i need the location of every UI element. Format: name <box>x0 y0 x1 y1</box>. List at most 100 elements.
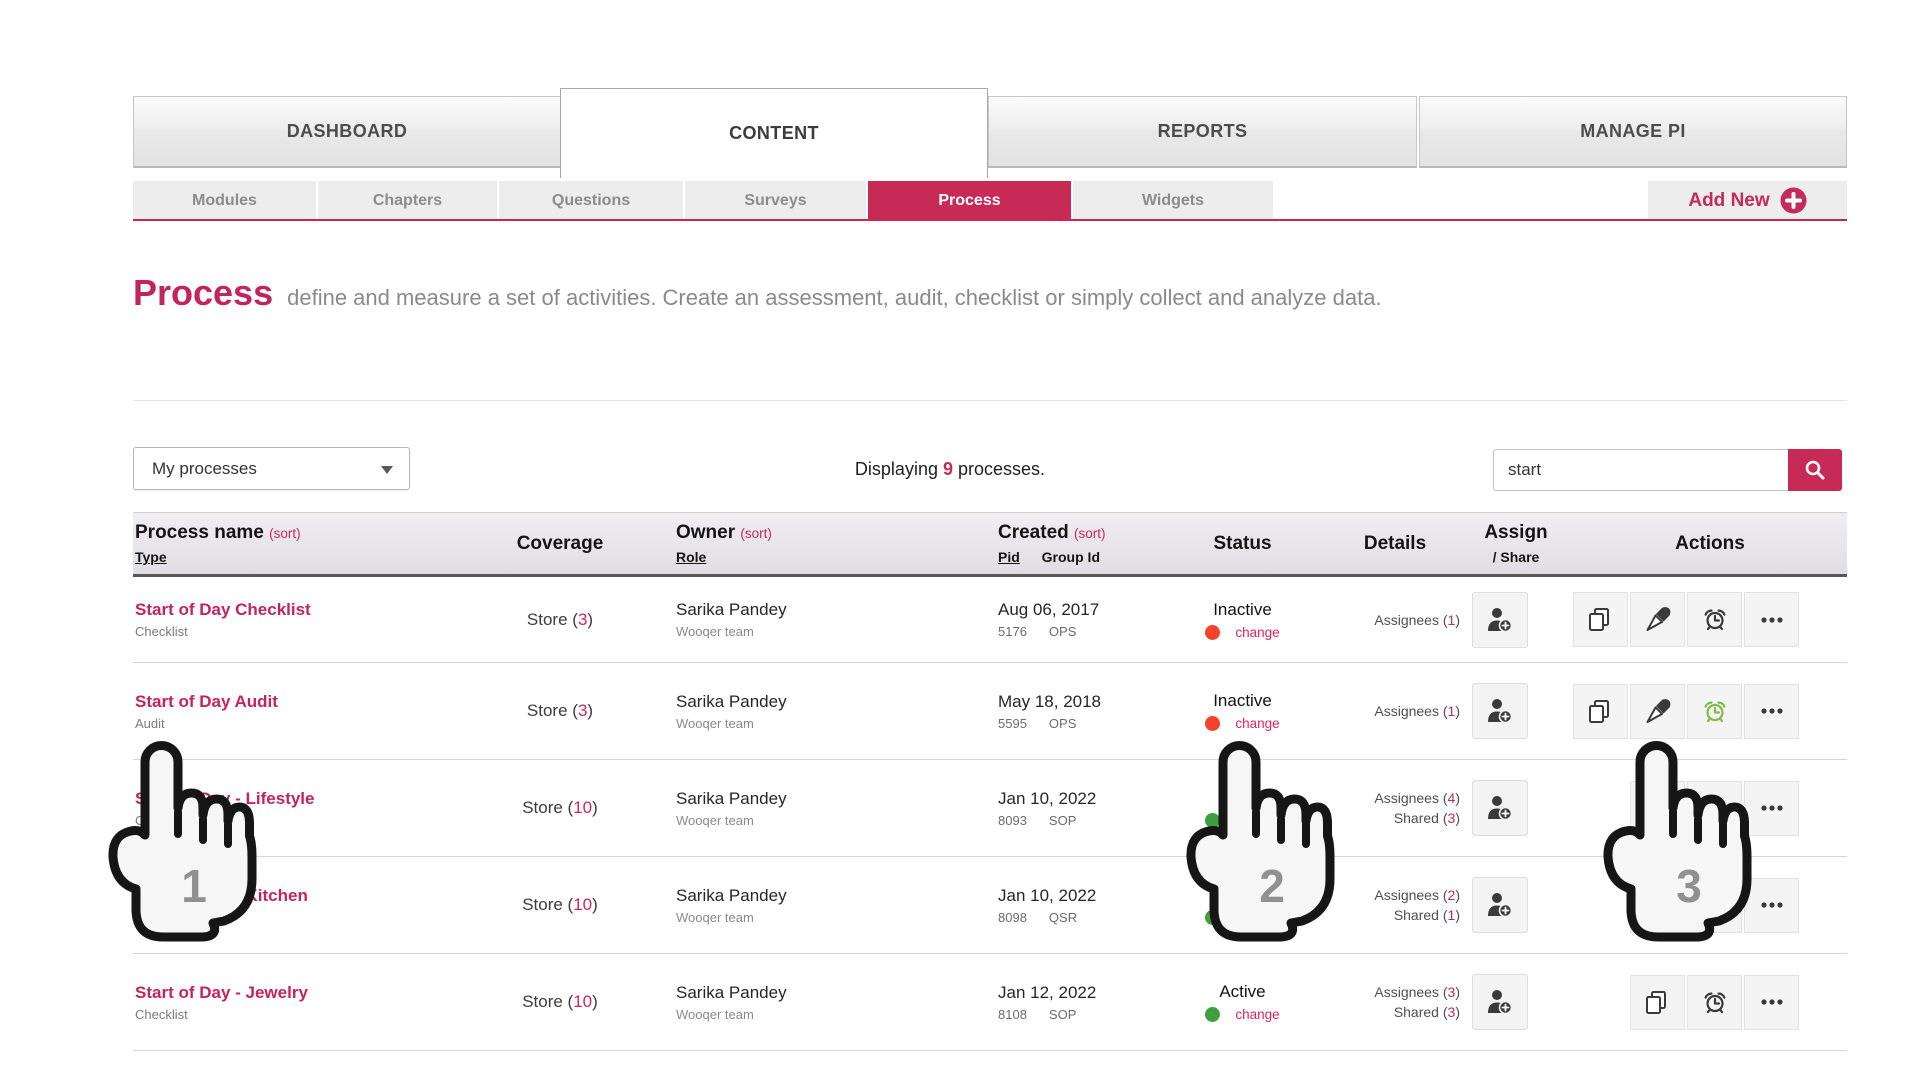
schedule-button[interactable] <box>1687 780 1742 836</box>
tab-manage-pi-label: MANAGE PI <box>1580 121 1686 141</box>
edit-button[interactable] <box>1630 683 1685 739</box>
page-description: define and measure a set of activities. … <box>287 285 1382 310</box>
shared-link[interactable]: Shared (1) <box>1393 907 1460 923</box>
coverage-cell: Store (10) <box>522 798 598 817</box>
assignees-link[interactable]: Assignees (4) <box>1374 790 1460 806</box>
schedule-button[interactable] <box>1687 592 1742 647</box>
edit-button[interactable] <box>1630 592 1685 647</box>
pid-value: 8108 <box>998 1006 1027 1022</box>
copy-button[interactable] <box>1630 780 1685 836</box>
my-processes-dropdown[interactable]: My processes <box>133 447 410 490</box>
subnav-widgets[interactable]: Widgets <box>1073 181 1273 220</box>
sort-created[interactable]: (sort) <box>1074 526 1106 541</box>
more-actions-button[interactable] <box>1744 974 1799 1030</box>
process-count: 9 <box>942 459 953 479</box>
sort-role[interactable]: Role <box>676 549 707 565</box>
copy-button[interactable] <box>1630 974 1685 1030</box>
owner-team: Wooqer team <box>676 1006 754 1022</box>
sort-process-name[interactable]: Process name <box>135 522 264 543</box>
table-row: Start of Day Audit Audit Store (3) Sarik… <box>133 663 1847 760</box>
alarm-clock-icon <box>1703 991 1726 1013</box>
subnav-modules[interactable]: Modules <box>133 181 316 220</box>
pid-value: 5176 <box>998 624 1027 639</box>
subnav-process[interactable]: Process <box>868 181 1071 220</box>
copy-icon <box>1646 893 1666 917</box>
assignees-link[interactable]: Assignees (3) <box>1374 984 1460 1000</box>
subnav-questions[interactable]: Questions <box>499 181 683 220</box>
search-input[interactable] <box>1493 449 1788 491</box>
tab-reports[interactable]: REPORTS <box>988 96 1417 168</box>
ellipsis-icon <box>1760 999 1783 1005</box>
sort-type[interactable]: Type <box>135 549 167 565</box>
add-new-button[interactable]: Add New <box>1648 181 1847 220</box>
more-actions-button[interactable] <box>1744 877 1799 933</box>
status-change-link[interactable]: change <box>1235 813 1280 828</box>
page-title: Process <box>133 272 274 313</box>
schedule-button[interactable] <box>1687 683 1742 739</box>
process-name-link[interactable]: Start of Day Audit <box>135 691 278 711</box>
owner-team: Wooqer team <box>676 909 754 925</box>
process-name-link[interactable]: Start of Day - Lifestyle <box>135 788 315 808</box>
process-name-link[interactable]: Start of Day - Kitchen <box>135 885 308 905</box>
header-status: Status <box>1213 532 1272 554</box>
process-name-link[interactable]: Start of Day - Jewelry <box>135 982 308 1002</box>
sort-owner[interactable]: (sort) <box>740 526 772 541</box>
copy-button[interactable] <box>1573 592 1628 647</box>
more-actions-button[interactable] <box>1744 780 1799 836</box>
copy-button[interactable] <box>1630 877 1685 933</box>
alarm-clock-icon <box>1703 797 1726 819</box>
owner-team: Wooqer team <box>676 715 754 731</box>
assignees-link[interactable]: Assignees (1) <box>1374 703 1460 719</box>
tab-manage-pi[interactable]: MANAGE PI <box>1419 96 1847 168</box>
process-name-link[interactable]: Start of Day Checklist <box>135 600 311 619</box>
created-date: Jan 10, 2022 <box>998 885 1097 905</box>
ellipsis-icon <box>1760 616 1783 623</box>
tab-content[interactable]: CONTENT <box>560 88 988 178</box>
status-text: Active <box>1219 885 1266 904</box>
alarm-clock-icon <box>1703 894 1726 916</box>
table-row: Start of Day - Jewelry Checklist Store (… <box>133 954 1847 1051</box>
alarm-clock-icon <box>1703 609 1726 631</box>
ellipsis-icon <box>1760 708 1783 714</box>
table-header: Process name (sort) Type Coverage Owner … <box>133 512 1847 577</box>
header-created: Created <box>998 522 1069 543</box>
subnav-chapters[interactable]: Chapters <box>318 181 497 220</box>
shared-link[interactable]: Shared (3) <box>1393 810 1460 826</box>
header-actions: Actions <box>1675 532 1745 554</box>
assignees-link[interactable]: Assignees (1) <box>1374 611 1460 628</box>
tab-dashboard[interactable]: DASHBOARD <box>133 96 561 168</box>
header-owner: Owner <box>676 522 736 543</box>
status-change-link[interactable]: change <box>1235 910 1280 925</box>
more-actions-button[interactable] <box>1744 592 1799 647</box>
assign-share-button[interactable] <box>1472 591 1528 648</box>
copy-button[interactable] <box>1573 683 1628 739</box>
status-change-link[interactable]: change <box>1235 1007 1280 1022</box>
table-row: Start of Day - Kitchen Checklist Store (… <box>133 857 1847 954</box>
schedule-button[interactable] <box>1687 877 1742 933</box>
assignees-link[interactable]: Assignees (2) <box>1374 887 1460 903</box>
pid-value: 8098 <box>998 909 1027 925</box>
search-button[interactable] <box>1788 449 1842 491</box>
shared-link[interactable]: Shared (3) <box>1393 1004 1460 1020</box>
add-user-icon <box>1487 606 1513 632</box>
assign-share-button[interactable] <box>1472 974 1528 1030</box>
more-actions-button[interactable] <box>1744 683 1799 739</box>
owner-name: Sarika Pandey <box>676 600 787 619</box>
tab-dashboard-label: DASHBOARD <box>286 121 408 141</box>
subnav-surveys[interactable]: Surveys <box>685 181 866 220</box>
displaying-count-text: Displaying 9 processes. <box>854 459 1046 479</box>
header-coverage: Coverage <box>516 532 604 554</box>
coverage-cell: Store (3) <box>526 609 594 629</box>
sort-link[interactable]: (sort) <box>269 526 301 541</box>
assign-share-button[interactable] <box>1472 683 1528 739</box>
schedule-button[interactable] <box>1687 974 1742 1030</box>
ellipsis-icon <box>1760 902 1783 908</box>
assign-share-button[interactable] <box>1472 780 1528 836</box>
sort-pid[interactable]: Pid <box>998 549 1020 565</box>
plus-circle-icon <box>1780 187 1807 214</box>
status-change-link[interactable]: change <box>1235 624 1280 640</box>
assign-share-button[interactable] <box>1472 877 1528 933</box>
created-date: May 18, 2018 <box>998 691 1102 711</box>
status-change-link[interactable]: change <box>1235 716 1280 731</box>
header-assign: Assign <box>1484 522 1548 543</box>
